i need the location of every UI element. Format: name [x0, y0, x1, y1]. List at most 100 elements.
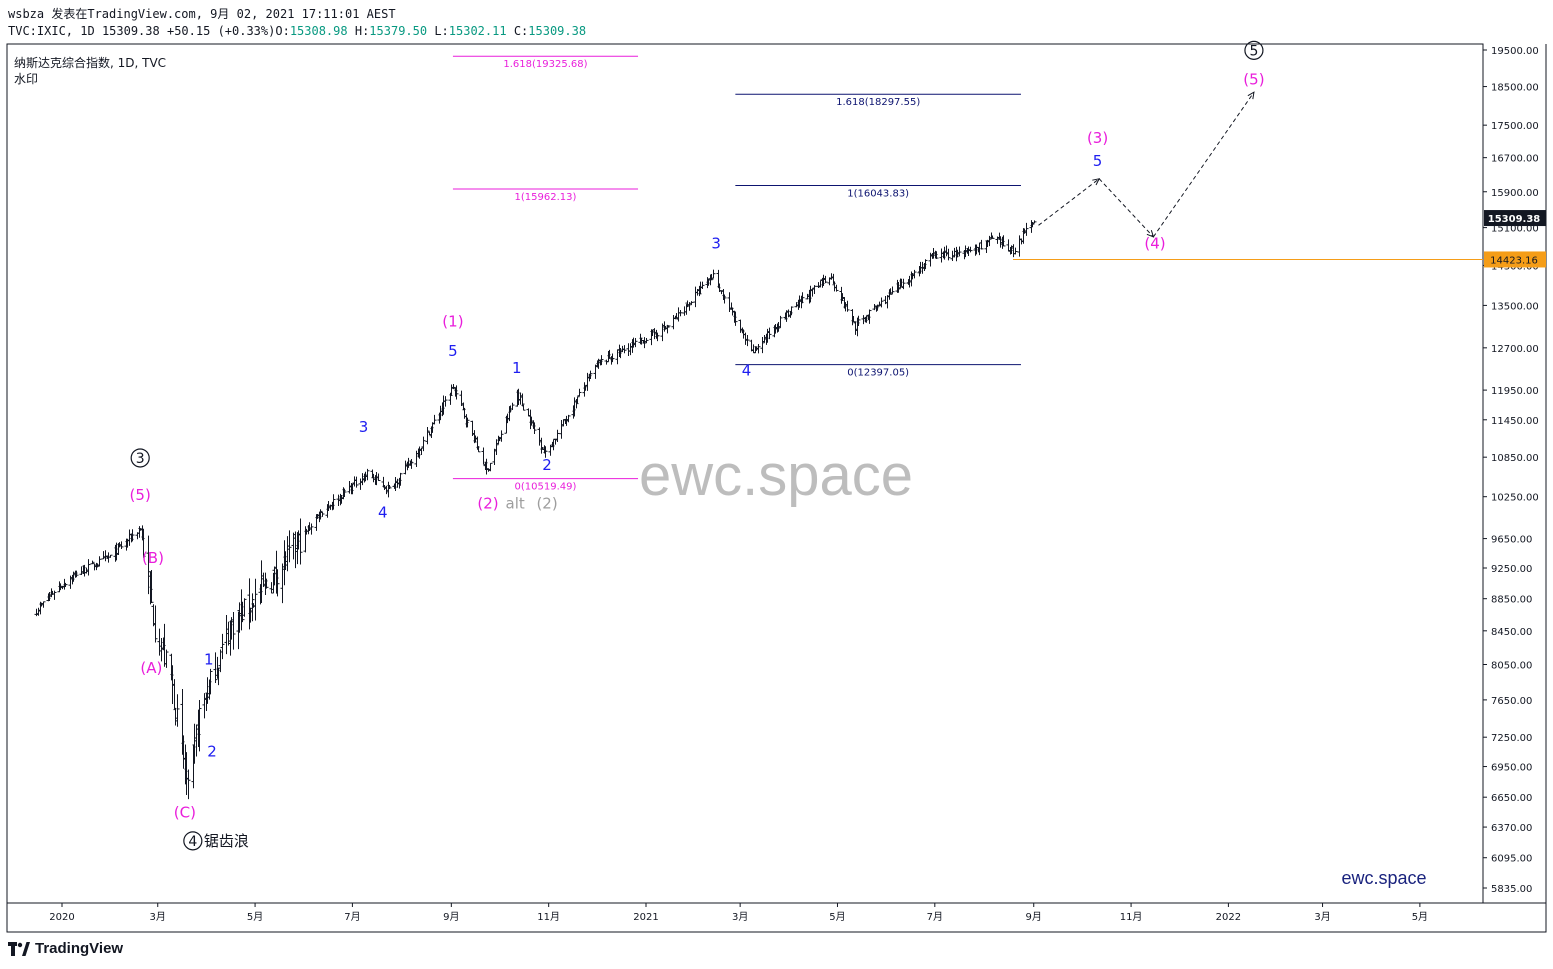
y-tick-label: 6650.00 — [1491, 793, 1532, 804]
ohlc-bar — [269, 582, 274, 594]
ohlc-bar — [526, 408, 531, 417]
change-percent: (+0.33%) — [217, 24, 276, 38]
fib-level-label: 1(15962.13) — [515, 192, 577, 203]
ohlc-bar — [443, 396, 448, 407]
ohlc-bar — [559, 420, 564, 439]
ohlc-bar — [853, 321, 858, 335]
ohlc-bar — [465, 417, 470, 428]
wave-label: (C) — [174, 803, 196, 821]
ohlc-bar — [760, 336, 765, 354]
ohlc-bar — [264, 578, 269, 589]
x-tick-label: 5月 — [829, 911, 845, 923]
fib-level-label: 0(12397.05) — [847, 368, 909, 379]
watermark-text: ewc.space — [639, 443, 913, 508]
high-value: 15379.50 — [369, 24, 428, 38]
ohlc-bar — [470, 420, 475, 437]
projection-arrowhead — [1247, 91, 1255, 100]
wave-label: 4 — [378, 503, 388, 521]
legend-title: 纳斯达克综合指数, 1D, TVC — [14, 55, 166, 70]
ohlc-bar — [751, 344, 756, 354]
x-tick-label: 7月 — [344, 911, 360, 923]
ohlc-bar — [84, 567, 89, 574]
y-tick-label: 13500.00 — [1491, 301, 1539, 312]
ohlc-bar — [946, 248, 951, 261]
ohlc-bar — [127, 529, 132, 546]
ohlc-bar — [153, 605, 158, 643]
ohlc-bar — [425, 426, 430, 445]
x-tick-label: 3月 — [150, 911, 166, 923]
ohlc-bar — [360, 473, 365, 486]
ohlc-bar — [812, 285, 817, 295]
ohlc-bar — [194, 724, 199, 757]
ohlc-bar — [1013, 247, 1018, 255]
close-label: C: — [513, 24, 529, 38]
ohlc-bar — [175, 694, 180, 727]
ohlc-bar — [834, 284, 839, 292]
ohlc-bar — [352, 476, 357, 487]
ohlc-bar — [499, 430, 504, 442]
ohlc-bar — [320, 511, 325, 517]
ohlc-bar — [97, 556, 102, 567]
wave-label-circled: 5 — [1244, 40, 1264, 60]
ohlc-bar — [79, 566, 84, 575]
ohlc-bar — [250, 593, 255, 622]
ohlc-bar — [285, 536, 290, 572]
wave-label: 2 — [207, 743, 217, 761]
ohlc-bar — [336, 494, 341, 507]
wave-label: 锯齿浪 — [204, 832, 249, 850]
wave-label: (A) — [140, 659, 162, 677]
ohlc-bar — [678, 309, 683, 317]
y-tick-label: 10850.00 — [1491, 453, 1539, 464]
ohlc-bar — [890, 286, 895, 294]
close-value: 15309.38 — [528, 24, 587, 38]
wave-label-text: 4 — [188, 834, 197, 850]
last-price-tag-label: 15309.38 — [1488, 214, 1541, 225]
ohlc-bar — [676, 307, 681, 322]
tradingview-logo[interactable]: TradingView — [8, 940, 123, 957]
ohlc-bar — [151, 604, 156, 627]
ohlc-bar — [213, 652, 218, 683]
ohlc-bar — [119, 541, 124, 550]
ohlc-bar — [660, 323, 665, 342]
y-tick-label: 11450.00 — [1491, 416, 1539, 427]
level-price-tag-label: 14423.16 — [1490, 255, 1538, 266]
wave-label: 5 — [448, 342, 458, 360]
ohlc-bar — [888, 288, 893, 295]
fib-level-label: 0(10519.49) — [515, 482, 577, 493]
ohlc-bar — [574, 399, 579, 409]
ohlc-bar — [41, 601, 46, 608]
ohlc-bar — [756, 343, 761, 354]
low-value: 15302.11 — [448, 24, 507, 38]
ohlc-bar — [103, 550, 108, 562]
symbol-label: TVC:IXIC, 1D — [8, 24, 95, 38]
x-tick-label: 5月 — [247, 911, 263, 923]
wave-label: (5) — [130, 486, 151, 504]
change-value: +50.15 — [166, 24, 211, 38]
ohlc-bar — [620, 345, 625, 353]
wave-label: 2 — [542, 456, 552, 474]
ohlc-bar — [979, 239, 984, 250]
ohlc-bar — [652, 328, 657, 340]
ohlc-bar — [575, 396, 580, 404]
ohlc-bar — [532, 422, 537, 435]
x-tick-label: 3月 — [1314, 911, 1330, 923]
y-tick-label: 15900.00 — [1491, 188, 1539, 199]
wave-label-circle — [1244, 40, 1264, 60]
ohlc-bar — [877, 301, 882, 306]
y-tick-label: 18500.00 — [1491, 83, 1539, 94]
x-tick-label: 9月 — [1026, 911, 1042, 923]
ohlc-bar — [628, 343, 633, 356]
ohlc-bar — [291, 532, 296, 560]
ohlc-bar — [1006, 239, 1011, 252]
ohlc-bar — [164, 649, 169, 668]
wave-label: 4 — [742, 362, 752, 380]
ohlc-bar — [108, 554, 113, 558]
ohlc-bar — [934, 251, 939, 259]
tradingview-icon — [8, 941, 30, 956]
ohlc-bar — [998, 236, 1003, 248]
x-tick-label: 2021 — [633, 912, 658, 923]
y-tick-label: 7250.00 — [1491, 733, 1532, 744]
ohlc-bar — [454, 385, 459, 400]
ohlc-bar — [242, 598, 247, 617]
